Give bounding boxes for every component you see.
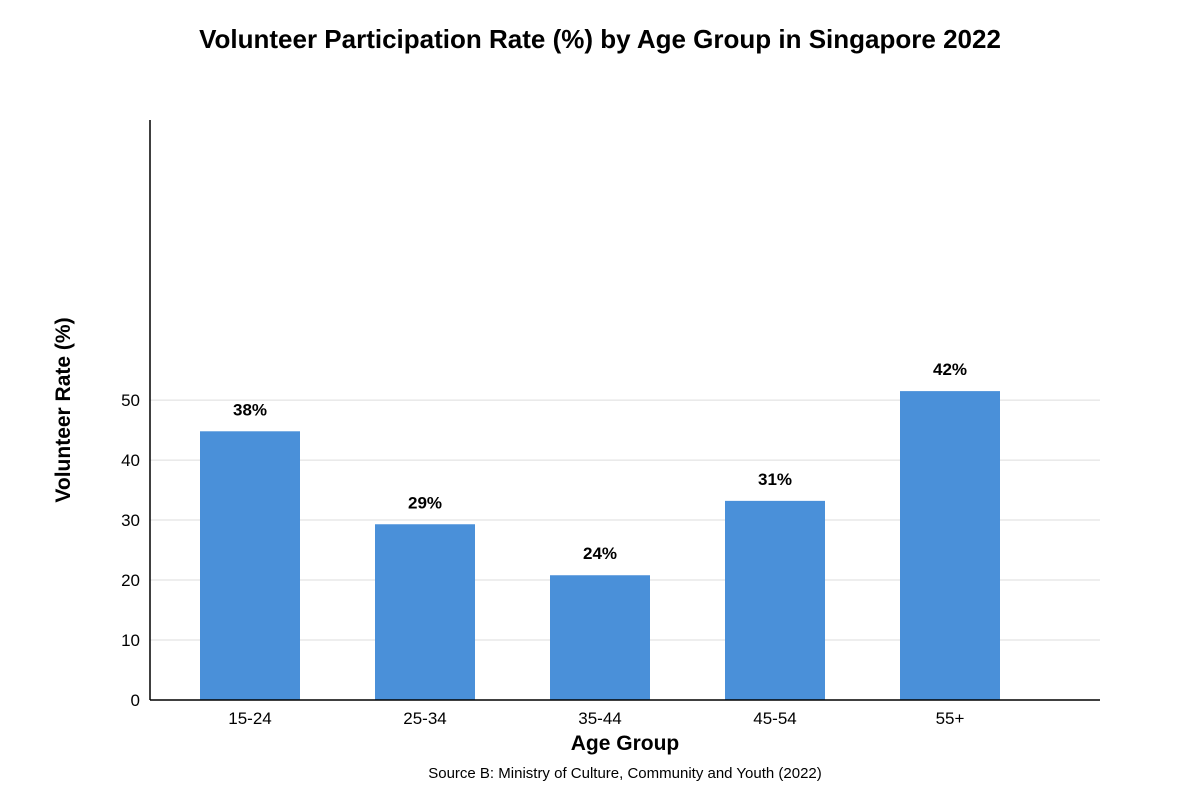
bar-45-54 — [725, 500, 825, 700]
x-tick-label: 45-54 — [753, 709, 796, 728]
bar-35-44 — [550, 575, 650, 700]
y-tick-label: 0 — [131, 691, 140, 710]
data-label: 31% — [758, 470, 792, 489]
x-tick-label: 35-44 — [578, 709, 621, 728]
y-tick-label: 20 — [121, 571, 140, 590]
source-note: Source B: Ministry of Culture, Community… — [428, 765, 822, 782]
data-label: 24% — [583, 544, 617, 563]
data-label: 38% — [233, 400, 267, 419]
y-tick-label: 30 — [121, 511, 140, 530]
y-tick-label: 50 — [121, 391, 140, 410]
x-axis-ticks: 15-24 25-34 35-44 45-54 55+ — [228, 709, 964, 728]
x-tick-label: 15-24 — [228, 709, 271, 728]
y-tick-label: 40 — [121, 451, 140, 470]
x-tick-label: 55+ — [936, 709, 965, 728]
bar-25-34 — [375, 524, 475, 700]
bar-55+ — [900, 391, 1000, 700]
data-label: 29% — [408, 493, 442, 512]
bars — [200, 391, 1000, 700]
y-axis-title: Volunteer Rate (%) — [52, 317, 75, 502]
data-labels: 38% 29% 24% 31% 42% — [233, 360, 967, 563]
chart-title: Volunteer Participation Rate (%) by Age … — [199, 24, 1001, 54]
y-axis-ticks: 0 10 20 30 40 50 — [121, 391, 140, 710]
x-tick-label: 25-34 — [403, 709, 446, 728]
data-label: 42% — [933, 360, 967, 379]
y-tick-label: 10 — [121, 631, 140, 650]
bar-15-24 — [200, 431, 300, 700]
x-axis-title: Age Group — [571, 732, 680, 755]
